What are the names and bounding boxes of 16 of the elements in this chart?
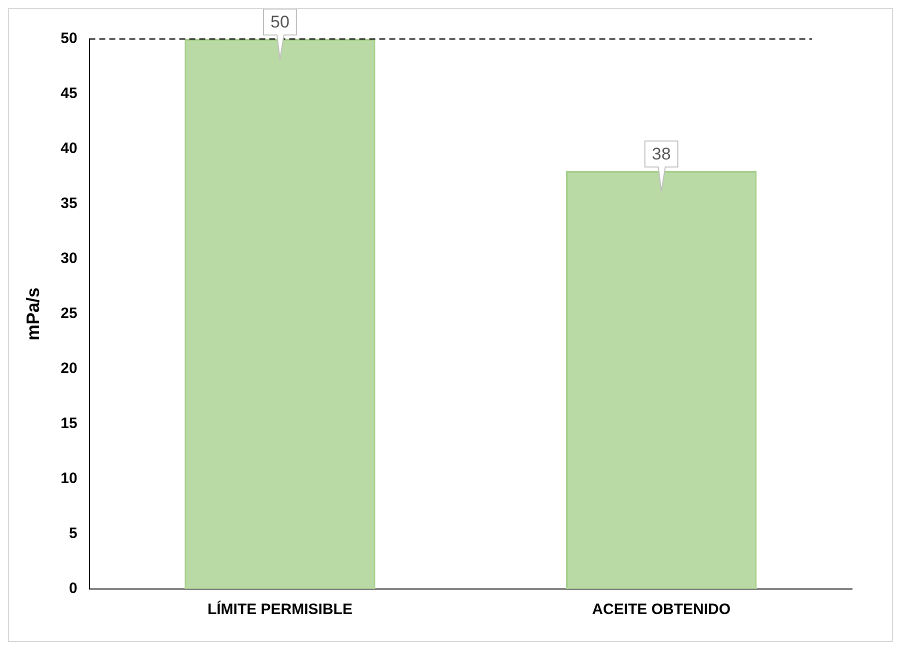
y-tick-label: 35 (60, 195, 78, 212)
y-tick-label: 15 (60, 415, 78, 432)
y-tick-label: 20 (60, 360, 78, 378)
y-tick-label: 10 (60, 470, 78, 488)
data-label: 38 (652, 144, 671, 164)
x-tick-label: LÍMITE PERMISIBLE (207, 600, 352, 618)
y-tick-label: 45 (60, 85, 78, 102)
y-tick-label: 25 (60, 305, 78, 322)
y-tick-label: 0 (68, 580, 78, 598)
data-label: 50 (270, 12, 290, 32)
y-tick-label: 30 (60, 250, 78, 268)
y-tick-label: 5 (68, 525, 78, 542)
x-tick-label: ACEITE OBTENIDO (592, 601, 731, 618)
y-axis-title: mPa/s (22, 287, 43, 341)
y-tick-label: 50 (60, 30, 78, 48)
y-tick-label: 40 (60, 140, 78, 158)
